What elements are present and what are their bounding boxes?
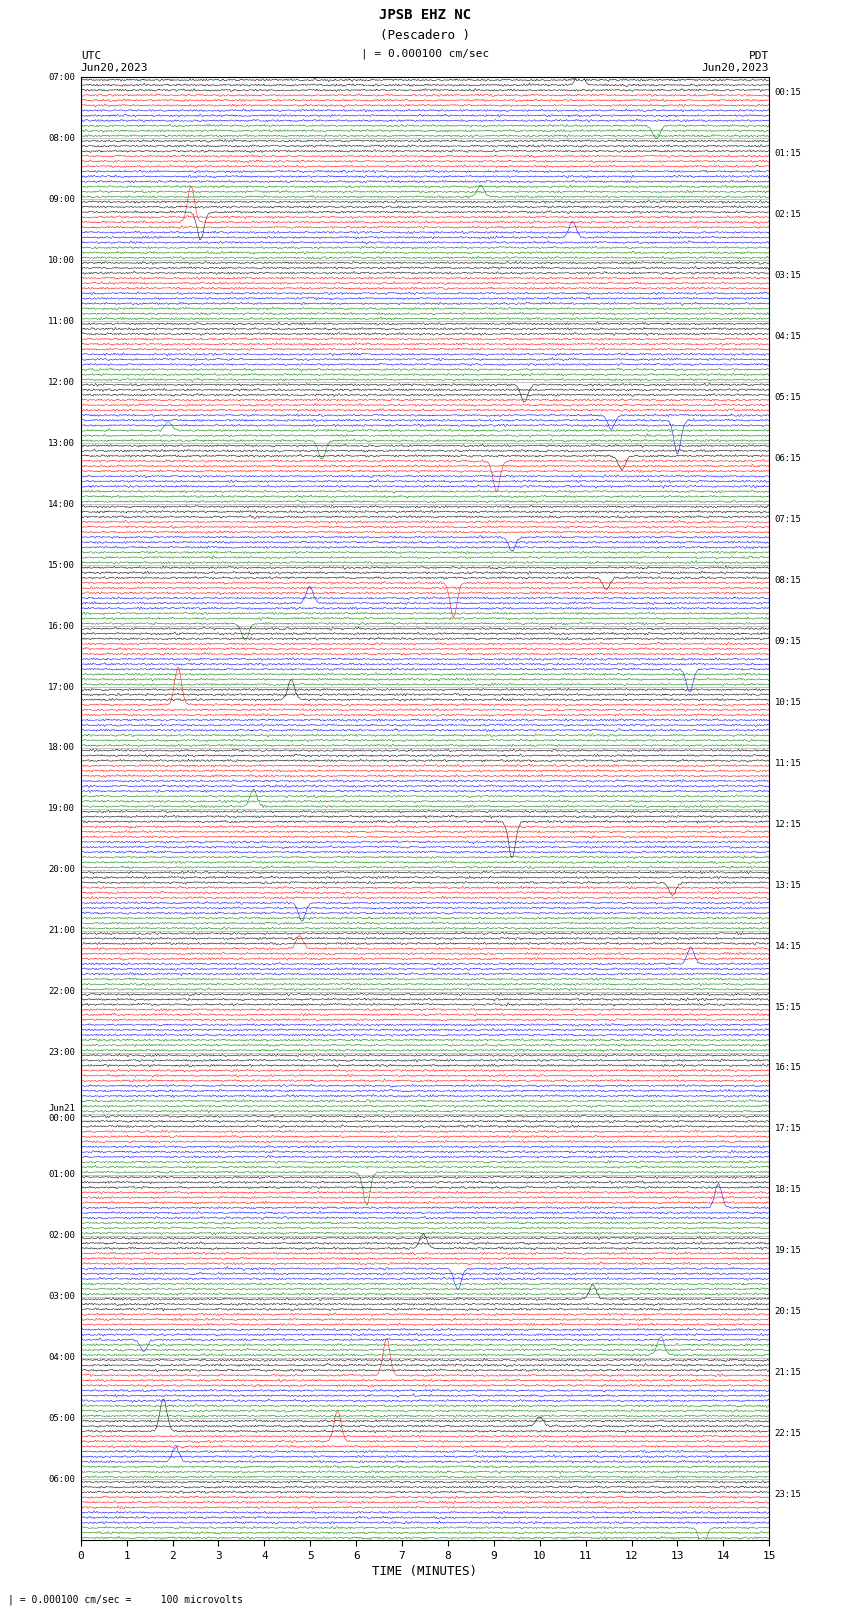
Text: 16:00: 16:00 — [48, 621, 75, 631]
Text: 06:00: 06:00 — [48, 1474, 75, 1484]
Text: 12:00: 12:00 — [48, 377, 75, 387]
Text: 19:00: 19:00 — [48, 805, 75, 813]
Text: 19:15: 19:15 — [775, 1247, 802, 1255]
Text: 03:15: 03:15 — [775, 271, 802, 281]
Text: 04:00: 04:00 — [48, 1353, 75, 1361]
Text: 23:00: 23:00 — [48, 1048, 75, 1057]
Text: Jun21
00:00: Jun21 00:00 — [48, 1103, 75, 1123]
Text: 12:15: 12:15 — [775, 819, 802, 829]
Text: 01:15: 01:15 — [775, 148, 802, 158]
Text: 05:00: 05:00 — [48, 1415, 75, 1423]
Text: 07:15: 07:15 — [775, 515, 802, 524]
Text: 15:00: 15:00 — [48, 561, 75, 569]
Text: 01:00: 01:00 — [48, 1169, 75, 1179]
Text: 18:15: 18:15 — [775, 1186, 802, 1194]
Text: 08:15: 08:15 — [775, 576, 802, 586]
Text: 06:15: 06:15 — [775, 453, 802, 463]
Text: 04:15: 04:15 — [775, 332, 802, 340]
Text: 17:00: 17:00 — [48, 682, 75, 692]
Text: 15:15: 15:15 — [775, 1003, 802, 1011]
Text: 18:00: 18:00 — [48, 744, 75, 752]
Text: 21:15: 21:15 — [775, 1368, 802, 1378]
Text: 07:00: 07:00 — [48, 73, 75, 82]
Text: 00:15: 00:15 — [775, 89, 802, 97]
Text: 22:00: 22:00 — [48, 987, 75, 997]
Text: 11:15: 11:15 — [775, 758, 802, 768]
Text: PDT
Jun20,2023: PDT Jun20,2023 — [702, 52, 769, 73]
Text: (Pescadero ): (Pescadero ) — [380, 29, 470, 42]
Text: JPSB EHZ NC: JPSB EHZ NC — [379, 8, 471, 23]
Text: 10:15: 10:15 — [775, 698, 802, 706]
Text: | = 0.000100 cm/sec: | = 0.000100 cm/sec — [361, 48, 489, 60]
Text: 11:00: 11:00 — [48, 316, 75, 326]
Text: 17:15: 17:15 — [775, 1124, 802, 1134]
Text: 09:15: 09:15 — [775, 637, 802, 645]
Text: 05:15: 05:15 — [775, 394, 802, 402]
Text: 10:00: 10:00 — [48, 256, 75, 265]
Text: 16:15: 16:15 — [775, 1063, 802, 1073]
X-axis label: TIME (MINUTES): TIME (MINUTES) — [372, 1565, 478, 1578]
Text: 13:15: 13:15 — [775, 881, 802, 890]
Text: 02:15: 02:15 — [775, 210, 802, 219]
Text: 08:00: 08:00 — [48, 134, 75, 144]
Text: 22:15: 22:15 — [775, 1429, 802, 1439]
Text: UTC
Jun20,2023: UTC Jun20,2023 — [81, 52, 148, 73]
Text: 20:00: 20:00 — [48, 866, 75, 874]
Text: 03:00: 03:00 — [48, 1292, 75, 1302]
Text: 13:00: 13:00 — [48, 439, 75, 448]
Text: 21:00: 21:00 — [48, 926, 75, 936]
Text: | = 0.000100 cm/sec =     100 microvolts: | = 0.000100 cm/sec = 100 microvolts — [8, 1594, 243, 1605]
Text: 14:15: 14:15 — [775, 942, 802, 950]
Text: 09:00: 09:00 — [48, 195, 75, 203]
Text: 20:15: 20:15 — [775, 1307, 802, 1316]
Text: 02:00: 02:00 — [48, 1231, 75, 1240]
Text: 23:15: 23:15 — [775, 1490, 802, 1498]
Text: 14:00: 14:00 — [48, 500, 75, 508]
